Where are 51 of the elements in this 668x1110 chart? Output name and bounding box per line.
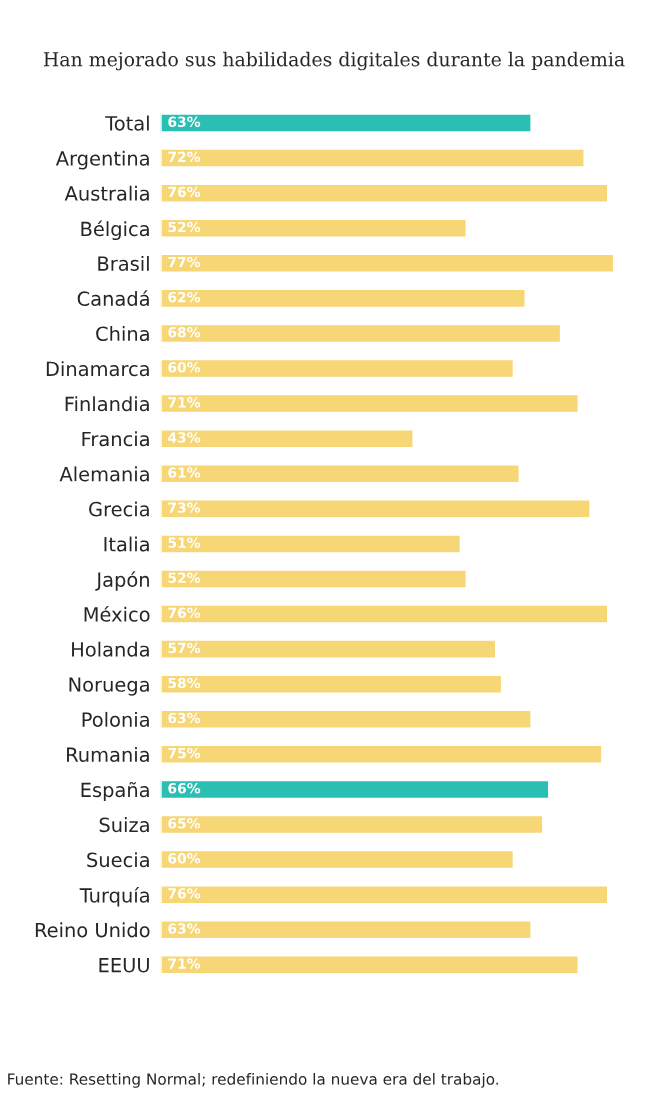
y-tick-label: Finlandia [65,396,149,412]
y-tick-label: Grecia [89,501,149,517]
bar [160,111,534,135]
bar [160,497,593,520]
bar [160,883,610,906]
y-tick-label: Bélgica [81,220,149,241]
bar [160,638,498,661]
y-tick-label: Argentina [55,150,149,170]
bar [160,673,504,696]
bar [160,603,610,626]
bar [160,357,516,380]
chart-title: Han mejorado sus habilidades digitales durante la pandemia [43,51,625,71]
y-tick-label: Holanda [72,641,149,657]
y-tick-label: Canadá [77,290,149,307]
y-tick-label: Suecia [87,852,149,868]
y-tick-label: Suiza [99,817,149,833]
y-tick-label: Rumania [67,746,149,763]
bar [160,287,528,310]
y-tick-label: Dinamarca [46,361,149,377]
bar [160,532,463,555]
y-tick-label: China [96,326,149,342]
y-tick-label: Turquía [79,886,149,907]
y-tick-label: Australia [64,185,149,201]
y-tick-label: Japón [95,571,149,591]
y-tick-label: Alemania [59,466,149,482]
bar [160,813,545,836]
bar [160,427,416,450]
bar [160,322,563,345]
y-tick-label: Noruega [69,677,149,696]
y-tick-label: México [84,605,150,622]
bar [160,778,551,801]
bar [160,918,534,941]
bar [160,392,581,415]
bar [160,743,604,766]
bar [160,848,516,871]
bar [160,708,534,731]
bar [160,252,616,275]
bar [160,182,610,205]
bar [160,567,469,591]
y-tick-label: Italia [104,536,149,552]
bar [160,147,587,170]
y-tick-label: EEUU [99,958,149,973]
bar [160,953,581,976]
y-tick-label: Polonia [82,711,149,727]
y-tick-label: España [81,781,149,802]
y-tick-label: Brasil [98,255,149,271]
y-tick-label: Total [105,115,149,131]
y-tick-label: Francia [82,431,149,447]
bar [160,217,469,240]
y-tick-label: Reino Unido [35,922,150,938]
bar [160,462,522,485]
